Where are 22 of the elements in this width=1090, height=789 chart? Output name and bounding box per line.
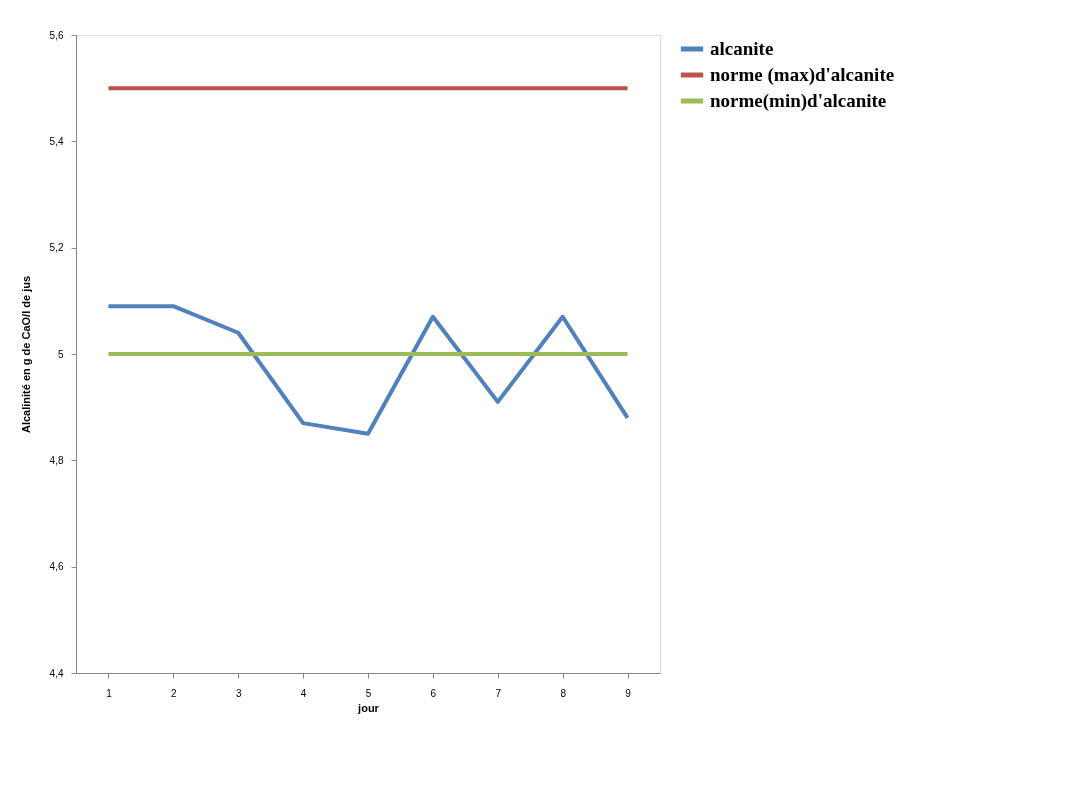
x-tick-label: 8 <box>560 687 567 699</box>
x-tick-label: 4 <box>300 687 307 699</box>
x-tick-label: 1 <box>106 687 113 699</box>
y-tick-label: 5,2 <box>49 242 64 254</box>
y-tick-label: 4,8 <box>49 454 64 466</box>
y-tick-label: 5,6 <box>49 29 64 41</box>
y-tick-label: 4,4 <box>49 667 64 679</box>
x-tick-label: 9 <box>625 687 632 699</box>
x-tick-label: 5 <box>365 687 372 699</box>
x-tick-label: 6 <box>430 687 437 699</box>
x-axis-title: jour <box>357 701 380 714</box>
line-series <box>106 304 630 436</box>
x-tick-label: 7 <box>495 687 502 699</box>
legend-label: norme(min)d'alcanite <box>710 90 887 112</box>
y-tick-label: 5,4 <box>49 135 64 147</box>
x-tick-label: 3 <box>235 687 242 699</box>
y-axis-title: Alcalinité en g de CaO/l de jus <box>19 275 32 434</box>
y-tick-label: 4,6 <box>49 561 64 573</box>
legend-label: alcanite <box>710 38 774 59</box>
y-tick-label: 5 <box>57 348 64 360</box>
legend-label: norme (max)d'alcanite <box>710 64 895 86</box>
x-tick-label: 2 <box>171 687 178 699</box>
